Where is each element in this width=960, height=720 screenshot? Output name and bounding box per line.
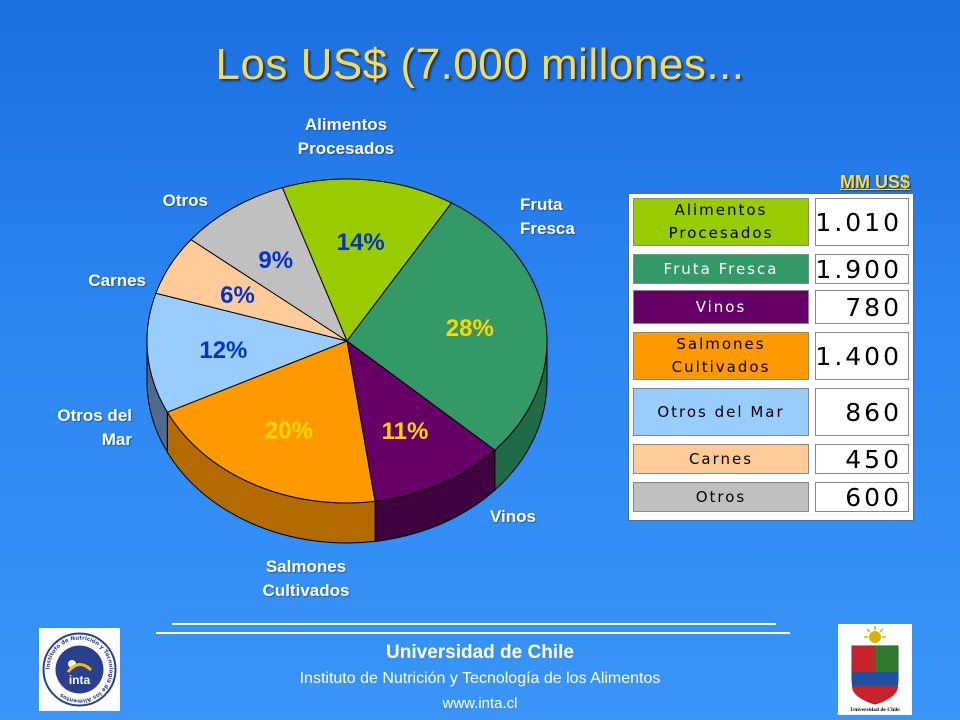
universidad-de-chile-logo: Universidad de Chile (838, 624, 912, 715)
institute-name: Instituto de Nutrición y Tecnología de l… (299, 670, 661, 687)
university-crest-icon: Universidad de Chile (850, 626, 900, 713)
table-category-cell: Alimentos Procesados (633, 198, 809, 246)
table-value-cell: 1.900 (815, 254, 909, 284)
pie-slice (346, 202, 548, 451)
pie-percent-label: 14% (337, 229, 385, 256)
table-value-cell: 860 (815, 388, 909, 436)
inta-logo-icon: Instituto de Nutrición y Tecnología de l… (42, 632, 117, 707)
table-value-cell: 1.010 (815, 198, 909, 246)
footer-divider (156, 632, 790, 634)
pie-slice (146, 292, 349, 413)
pie-percent-label: 6% (220, 282, 255, 309)
page-title: Los US$ (7.000 millones... (215, 40, 745, 89)
pie-slice (190, 187, 349, 343)
table-value-cell: 1.400 (815, 332, 909, 380)
website-link[interactable]: www.inta.cl (442, 695, 518, 712)
pie-category-label: Otros (162, 191, 208, 210)
table-value-cell: 600 (815, 482, 909, 512)
table-category-cell: Salmones Cultivados (633, 332, 809, 380)
pie-category-label: Carnes (88, 271, 146, 290)
pie-percent-label: 28% (446, 315, 494, 342)
pie-category-label: Otros del Mar (57, 406, 132, 449)
footer-divider (172, 623, 776, 625)
pie-category-label: Salmones Cultivados (262, 557, 350, 600)
pie-percent-label: 20% (265, 418, 313, 445)
pie-percent-label: 9% (258, 247, 293, 274)
pie-slice (166, 340, 376, 504)
unit-label: MM US$ (839, 172, 910, 192)
pie-percent-label: 11% (382, 418, 429, 445)
table-row: Carnes 450 (633, 444, 909, 474)
table-row: Otros 600 (633, 482, 909, 512)
inta-logo: Instituto de Nutrición y Tecnología de l… (39, 628, 120, 711)
pie-category-label: Alimentos Procesados (297, 115, 395, 158)
table-category-cell: Carnes (633, 444, 809, 474)
svg-text:inta: inta (69, 673, 91, 687)
pie-percent-label: 12% (199, 337, 247, 364)
table-row: Alimentos Procesados 1.010 (633, 198, 909, 246)
table-category-cell: Vinos (633, 290, 809, 324)
table-value-cell: 780 (815, 290, 909, 324)
pie-category-label: Fruta Fresca (520, 195, 575, 238)
svg-text:Universidad de Chile: Universidad de Chile (850, 707, 900, 713)
table-category-cell: Fruta Fresca (633, 254, 809, 284)
university-name: Universidad de Chile (386, 642, 574, 663)
pie-category-label: Vinos (490, 507, 536, 526)
table-category-cell: Otros del Mar (633, 388, 809, 436)
table-row: Salmones Cultivados 1.400 (633, 332, 909, 380)
pie-slice (281, 178, 453, 342)
table-row: Vinos 780 (633, 290, 909, 324)
table-category-cell: Otros (633, 482, 809, 512)
pie-slice (346, 339, 496, 502)
table-row: Fruta Fresca 1.900 (633, 254, 909, 284)
values-table: Alimentos Procesados 1.010 Fruta Fresca … (628, 193, 914, 521)
table-value-cell: 450 (815, 444, 909, 474)
table-row: Otros del Mar 860 (633, 388, 909, 436)
